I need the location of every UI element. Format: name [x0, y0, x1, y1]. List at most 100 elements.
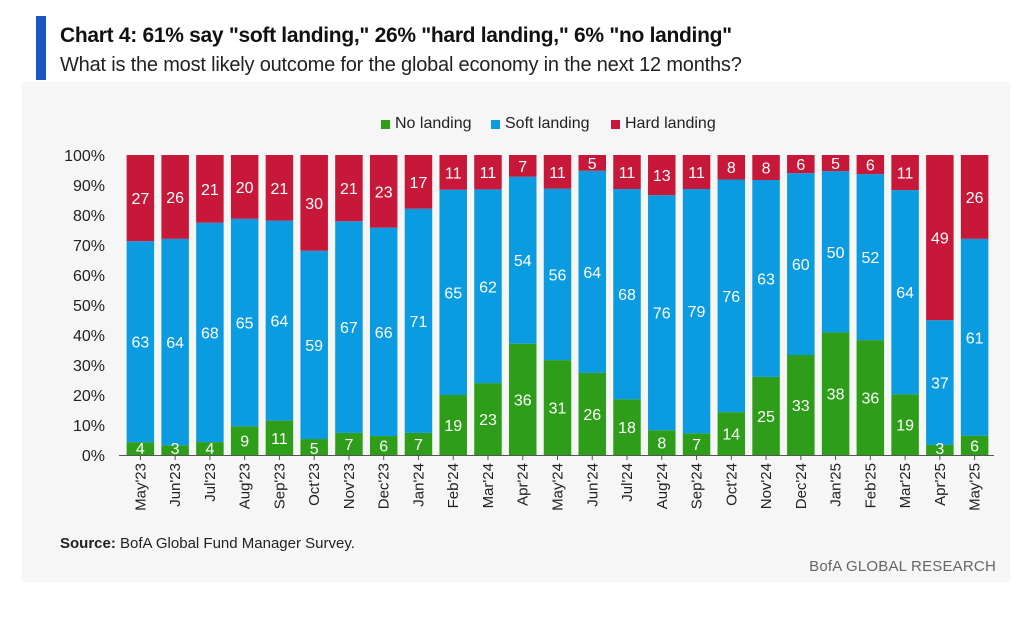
bar-segment-no-landing	[578, 372, 607, 455]
data-label-hard-landing: 5	[588, 156, 597, 173]
bar-segment-hard-landing	[230, 155, 259, 219]
legend-item-soft-landing: Soft landing	[491, 115, 590, 133]
data-label-soft-landing: 76	[722, 289, 740, 306]
data-label-no-landing: 7	[414, 437, 423, 454]
data-label-no-landing: 38	[827, 387, 845, 404]
x-tick-label: Nov'23	[341, 463, 358, 509]
legend-swatch-soft-landing	[491, 119, 500, 129]
bar-segment-soft-landing	[300, 250, 328, 440]
data-label-soft-landing: 68	[201, 325, 219, 342]
data-label-soft-landing: 65	[236, 316, 254, 333]
data-label-soft-landing: 64	[583, 265, 601, 282]
y-tick-label: 80%	[73, 208, 105, 225]
x-tick-label: Apr'24	[515, 463, 532, 506]
y-tick-label: 90%	[73, 178, 105, 195]
data-label-no-landing: 19	[896, 418, 914, 435]
x-tick-label: Mar'25	[897, 463, 914, 508]
data-label-hard-landing: 21	[340, 181, 358, 198]
data-label-no-landing: 9	[240, 434, 249, 451]
bar-segment-soft-landing	[543, 188, 572, 361]
bar-segment-no-landing	[404, 432, 433, 455]
y-tick-label: 20%	[73, 388, 105, 405]
bar-segment-hard-landing	[335, 155, 363, 222]
bar-segment-hard-landing	[161, 155, 189, 239]
data-label-hard-landing: 13	[653, 168, 671, 185]
bar-segment-hard-landing	[439, 155, 467, 190]
x-tick-label: Apr'25	[932, 463, 949, 506]
bar-segment-hard-landing	[926, 155, 954, 321]
data-label-no-landing: 6	[970, 438, 979, 455]
bar-segment-soft-landing	[752, 180, 780, 377]
data-label-soft-landing: 63	[131, 335, 149, 352]
chart-title: Chart 4: 61% say "soft landing," 26% "ha…	[60, 24, 732, 47]
bar-segment-hard-landing	[543, 155, 572, 189]
bar-segment-soft-landing	[891, 190, 919, 395]
bar-segment-no-landing	[508, 343, 537, 455]
data-label-hard-landing: 8	[762, 161, 771, 178]
bar-segment-soft-landing	[960, 238, 989, 436]
bar-segment-no-landing	[161, 445, 189, 455]
x-tick-label: Jul'23	[202, 463, 219, 502]
bar-segment-hard-landing	[508, 155, 537, 177]
x-tick-label: Aug'24	[654, 463, 671, 509]
bar-segment-no-landing	[369, 436, 398, 455]
x-tick-label: Aug'23	[237, 463, 254, 509]
x-tick-label: Jul'24	[619, 463, 636, 502]
bar-segment-hard-landing	[682, 155, 711, 190]
bar-segment-soft-landing	[474, 189, 502, 384]
data-label-soft-landing: 60	[792, 257, 810, 274]
x-tick-label: Dec'23	[376, 463, 393, 509]
legend-swatch-no-landing	[381, 119, 390, 129]
data-label-hard-landing: 11	[480, 165, 497, 182]
bar-segment-soft-landing	[856, 174, 885, 341]
data-label-soft-landing: 37	[931, 376, 949, 393]
bar-segment-hard-landing	[717, 155, 746, 180]
data-label-soft-landing: 62	[479, 279, 497, 296]
bar-segment-soft-landing	[265, 220, 294, 421]
x-tick-label: Sep'24	[689, 463, 706, 509]
y-tick-label: 60%	[73, 268, 105, 285]
bar-segment-hard-landing	[960, 155, 989, 239]
data-label-no-landing: 4	[136, 441, 145, 458]
y-tick-label: 50%	[73, 298, 105, 315]
y-tick-label: 100%	[64, 148, 105, 165]
data-label-no-landing: 8	[657, 436, 666, 453]
data-label-no-landing: 3	[171, 441, 180, 458]
data-label-no-landing: 14	[722, 427, 740, 444]
bar-segment-no-landing	[265, 420, 294, 455]
bar-segment-hard-landing	[404, 155, 433, 209]
data-label-no-landing: 4	[205, 441, 214, 458]
bar-segment-no-landing	[960, 435, 989, 455]
brand-label: BofA GLOBAL RESEARCH	[809, 558, 996, 575]
data-label-soft-landing: 64	[271, 314, 289, 331]
y-tick-label: 70%	[73, 238, 105, 255]
data-label-no-landing: 33	[792, 398, 810, 415]
data-label-hard-landing: 20	[236, 180, 254, 197]
data-label-soft-landing: 64	[896, 285, 914, 302]
bar-segment-hard-landing	[648, 155, 676, 196]
data-label-hard-landing: 49	[931, 231, 949, 248]
bar-segment-no-landing	[196, 442, 224, 455]
bar-segment-no-landing	[300, 439, 328, 455]
bar-segment-soft-landing	[335, 221, 363, 433]
data-label-hard-landing: 21	[201, 182, 219, 199]
source-label: Source:	[60, 535, 116, 552]
bar-segment-soft-landing	[369, 227, 398, 437]
bar-segment-hard-landing	[821, 155, 850, 172]
data-label-hard-landing: 11	[688, 165, 705, 182]
data-label-hard-landing: 6	[866, 158, 875, 175]
bar-segment-no-landing	[613, 399, 641, 455]
x-tick-label: May'25	[967, 463, 984, 511]
bar-segment-no-landing	[926, 444, 954, 455]
data-label-no-landing: 5	[310, 441, 319, 458]
data-label-soft-landing: 61	[966, 330, 984, 347]
bar-segment-no-landing	[230, 426, 259, 455]
bar-segment-no-landing	[335, 432, 363, 455]
bar-segment-soft-landing	[717, 179, 746, 413]
data-label-hard-landing: 6	[796, 157, 805, 174]
x-tick-label: Oct'24	[723, 463, 740, 506]
data-label-hard-landing: 7	[518, 159, 527, 176]
data-label-soft-landing: 79	[688, 304, 706, 321]
bar-segment-no-landing	[717, 412, 746, 455]
